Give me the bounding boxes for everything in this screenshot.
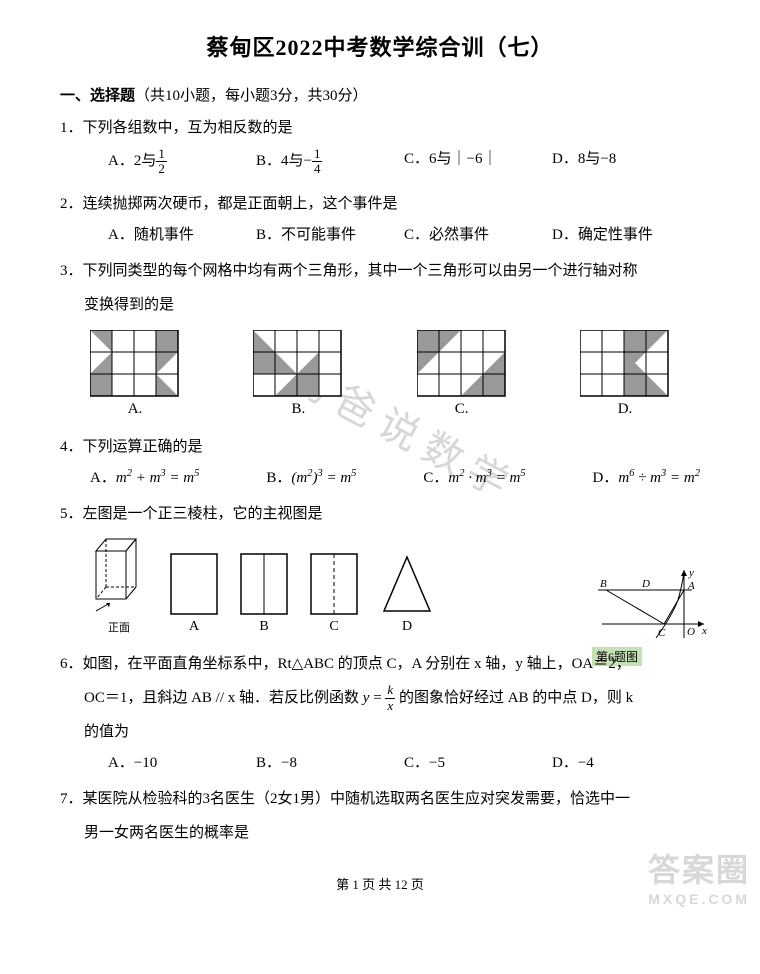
watermark-bottom-small: MXQE.COM [648, 891, 750, 907]
q6-stem-line2: OC＝1，且斜边 AB // x 轴．若反比例函数 y = kx 的图象恰好经过… [60, 683, 700, 713]
q2-opt-d: D．确定性事件 [552, 223, 700, 244]
q4-choices: A．m2 + m3 = m5 B．(m2)3 = m5 C．m2 · m3 = … [60, 466, 700, 487]
q1-opt-a: A．2与12 [108, 147, 256, 177]
q5-fig-d: D [380, 553, 434, 635]
q3-fig-a [90, 330, 180, 397]
fraction: 14 [312, 147, 323, 177]
q5-figures: 正面 A B C D [60, 533, 700, 635]
q5-fig-a: A [170, 553, 218, 635]
q6-stem-line3: 的值为 [60, 717, 700, 747]
q6-opt-a: A．−10 [108, 751, 256, 772]
q6-opt-d: D．−4 [552, 751, 700, 772]
q5-fig-b: B [240, 553, 288, 635]
section-1-label: 一、选择题 [60, 88, 135, 104]
q3-label-b: B. [253, 401, 343, 418]
q3-stem-line2: 变换得到的是 [60, 290, 700, 320]
section-1-heading: 一、选择题（共10小题，每小题3分，共30分） [60, 84, 700, 105]
q1-choices: A．2与12 B．4与−14 C．6与｜−6｜ D．8与−8 [60, 147, 700, 177]
q6-stem-line1: 6．如图，在平面直角坐标系中，Rt△ABC 的顶点 C，A 分别在 x 轴，y … [60, 649, 700, 679]
page-title: 蔡甸区2022中考数学综合训（七） [60, 30, 700, 62]
q4-opt-b: B．(m2)3 = m5 [266, 466, 356, 487]
q2-opt-b: B．不可能事件 [256, 223, 404, 244]
q6-choices: A．−10 B．−8 C．−5 D．−4 [60, 751, 700, 772]
q3-figures [60, 324, 700, 397]
q1-opt-c: C．6与｜−6｜ [404, 147, 552, 177]
q3-label-a: A. [90, 401, 180, 418]
q1-stem: 1．下列各组数中，互为相反数的是 [60, 113, 700, 143]
fraction: 12 [156, 147, 167, 177]
q4-opt-d: D．m6 ÷ m3 = m2 [592, 466, 699, 487]
q4-stem: 4．下列运算正确的是 [60, 432, 700, 462]
q7-stem-line2: 男一女两名医生的概率是 [60, 818, 700, 848]
q3-label-d: D. [580, 401, 670, 418]
q1-opt-d: D．8与−8 [552, 147, 700, 177]
q7-stem-line1: 7．某医院从检验科的3名医生（2女1男）中随机选取两名医生应对突发需要，恰选中一 [60, 784, 700, 814]
q5-stem: 5．左图是一个正三棱柱，它的主视图是 [60, 499, 700, 529]
q2-opt-a: A．随机事件 [108, 223, 256, 244]
q2-opt-c: C．必然事件 [404, 223, 552, 244]
q6-opt-b: B．−8 [256, 751, 404, 772]
q3-label-c: C. [417, 401, 507, 418]
q1-opt-b: B．4与−14 [256, 147, 404, 177]
page-footer: 第 1 页 共 12 页 [60, 874, 700, 893]
q3-labels: A. B. C. D. [60, 401, 700, 418]
q4-opt-c: C．m2 · m3 = m5 [423, 466, 525, 487]
section-1-detail: （共10小题，每小题3分，共30分） [135, 88, 368, 104]
q6-opt-c: C．−5 [404, 751, 552, 772]
q3-fig-b [253, 330, 343, 397]
q4-opt-a: A．m2 + m3 = m5 [90, 466, 199, 487]
fraction: kx [385, 683, 395, 713]
q5-prism: 正面 [90, 533, 148, 635]
q5-arrow-label: 正面 [108, 619, 130, 635]
q2-stem: 2．连续抛掷两次硬币，都是正面朝上，这个事件是 [60, 189, 700, 219]
q3-fig-d [580, 330, 670, 397]
q5-fig-c: C [310, 553, 358, 635]
q3-fig-c [417, 330, 507, 397]
q6-label-x: x [701, 625, 707, 637]
q3-stem-line1: 3．下列同类型的每个网格中均有两个三角形，其中一个三角形可以由另一个进行轴对称 [60, 256, 700, 286]
q2-choices: A．随机事件 B．不可能事件 C．必然事件 D．确定性事件 [60, 223, 700, 244]
